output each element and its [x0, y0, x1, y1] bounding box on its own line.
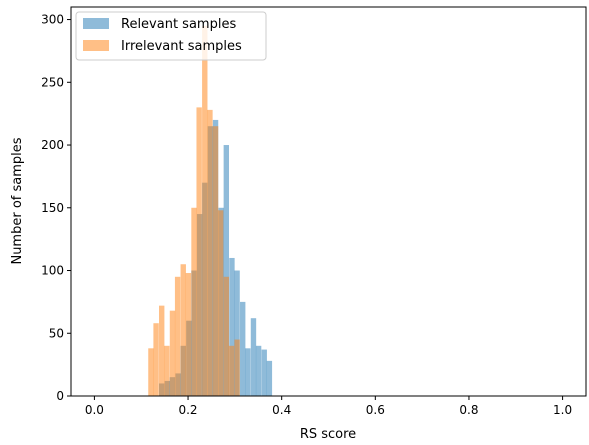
plot-frame — [70, 6, 587, 397]
y-tick-label-5: 250 — [41, 75, 64, 89]
x-axis-label: RS score — [300, 427, 356, 442]
irrelevant-bar-12 — [212, 126, 219, 396]
plot-background — [71, 7, 586, 396]
irrelevant-bar-8 — [191, 207, 197, 396]
y-tick-label-0: 0 — [56, 389, 64, 403]
relevant-bar-12 — [223, 145, 230, 396]
y-axis: 0 50 100 150 200 250 300 — [41, 13, 71, 403]
irrelevant-bar-4 — [169, 310, 176, 396]
irrelevant-bar-16 — [234, 339, 240, 396]
x-tick-label-5: 1.0 — [553, 403, 572, 417]
y-tick-label-3: 150 — [41, 201, 64, 215]
x-tick-label-2: 0.4 — [272, 403, 291, 417]
legend-swatch-relevant — [83, 18, 109, 29]
legend-box — [75, 11, 267, 61]
y-tick-label-6: 300 — [41, 13, 64, 27]
irrelevant-bar-9 — [196, 107, 202, 397]
x-tick-label-1: 0.2 — [178, 403, 197, 417]
x-tick-label-4: 0.8 — [459, 403, 478, 417]
y-tick-label-4: 200 — [41, 138, 64, 152]
legend-label-irrelevant: Irrelevant samples — [121, 39, 242, 54]
irrelevant-bar-6 — [180, 264, 186, 396]
irrelevant-bar-5 — [174, 276, 181, 396]
legend-label-relevant: Relevant samples — [121, 17, 236, 32]
x-axis: 0.0 0.2 0.4 0.6 0.8 1.0 — [85, 396, 572, 417]
relevant-bar-17 — [250, 318, 257, 396]
irrelevant-bar-7 — [185, 273, 192, 396]
irrelevant-bar-15 — [228, 345, 235, 396]
relevant-bar-16 — [245, 348, 251, 396]
y-axis-label: Number of samples — [10, 137, 25, 264]
relevant-bar-13 — [229, 257, 235, 396]
y-tick-label-1: 50 — [49, 326, 64, 340]
irrelevant-bar-1 — [153, 323, 159, 396]
bars-layer — [148, 25, 273, 397]
relevant-bar-15 — [240, 301, 246, 396]
irrelevant-bar-3 — [164, 345, 170, 396]
irrelevant-bar-13 — [218, 210, 224, 396]
relevant-bar-14 — [234, 270, 240, 396]
relevant-bar-19 — [261, 349, 267, 396]
irrelevant-bar-11 — [207, 109, 213, 396]
x-tick-label-0: 0.0 — [85, 403, 104, 417]
legend: Relevant samples Irrelevant samples — [75, 11, 267, 61]
x-tick-label-3: 0.6 — [366, 403, 385, 417]
irrelevant-bar-0 — [148, 348, 154, 396]
relevant-bar-20 — [266, 360, 273, 396]
relevant-bar-18 — [255, 345, 262, 396]
legend-swatch-irrelevant — [83, 40, 109, 51]
y-tick-label-2: 100 — [41, 264, 64, 278]
irrelevant-bar-14 — [223, 276, 230, 396]
irrelevant-bar-2 — [159, 305, 165, 396]
irrelevant-bar-10 — [202, 25, 208, 397]
